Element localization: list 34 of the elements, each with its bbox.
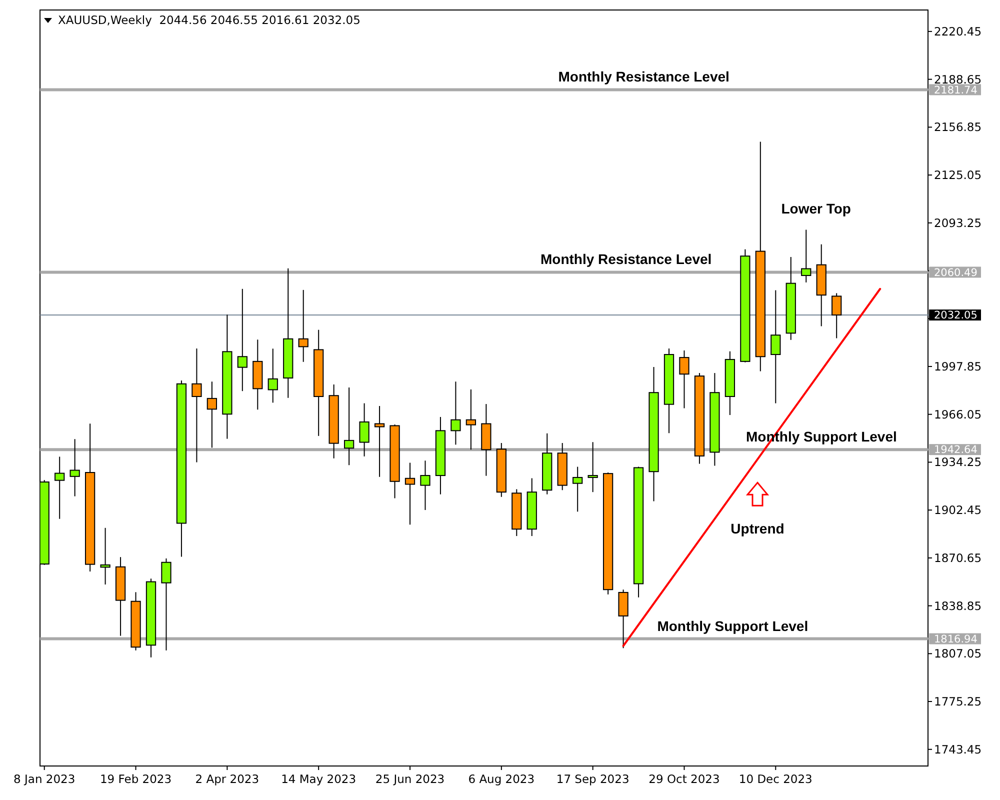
y-tick-label: 1942.64 [934,444,978,456]
annotation: Lower Top [781,200,851,217]
y-tick-label: 2156.85 [934,120,982,134]
y-tick-label: 1816.94 [934,633,978,646]
x-tick-label: 25 Jun 2023 [375,772,445,786]
x-tick-label: 19 Feb 2023 [100,772,172,786]
ref-line-label: Monthly Support Level [657,618,808,634]
y-tick-label: 1966.05 [934,407,982,422]
y-tick-label: 1743.45 [934,742,982,756]
y-tick-label: 2181.74 [934,84,978,96]
x-tick-label: 17 Sep 2023 [556,772,630,786]
y-tick-label: 1870.65 [934,550,982,565]
ref-line-label: Monthly Resistance Level [558,68,730,85]
x-tick-label: 29 Oct 2023 [648,772,720,786]
ref-line-label: Monthly Resistance Level [540,251,712,268]
y-tick-label: 1838.85 [934,598,982,613]
chart-title: XAUUSD,Weekly 2044.56 2046.55 2016.61 2032.05 [58,13,360,27]
y-tick-label: 2188.65 [934,72,982,86]
x-tick-label: 2 Apr 2023 [195,772,260,786]
y-tick-label: 2032.05 [934,310,978,322]
x-tick-label: 6 Aug 2023 [468,772,535,786]
y-tick-label: 1775.25 [934,694,982,709]
x-tick-label: 8 Jan 2023 [14,772,76,786]
y-tick-label: 2220.45 [934,24,982,38]
y-tick-label: 1807.05 [934,646,982,661]
y-tick-label: 1997.85 [934,360,982,374]
y-tick-label: 2093.25 [934,216,982,230]
y-tick-label: 2060.49 [934,266,978,279]
annotation: Uptrend [730,520,784,537]
y-tick-label: 1902.45 [934,503,982,518]
x-tick-label: 10 Dec 2023 [738,772,812,786]
y-tick-label: 1934.25 [934,455,982,470]
x-tick-label: 14 May 2023 [281,772,356,786]
y-tick-label: 2125.05 [934,168,982,182]
